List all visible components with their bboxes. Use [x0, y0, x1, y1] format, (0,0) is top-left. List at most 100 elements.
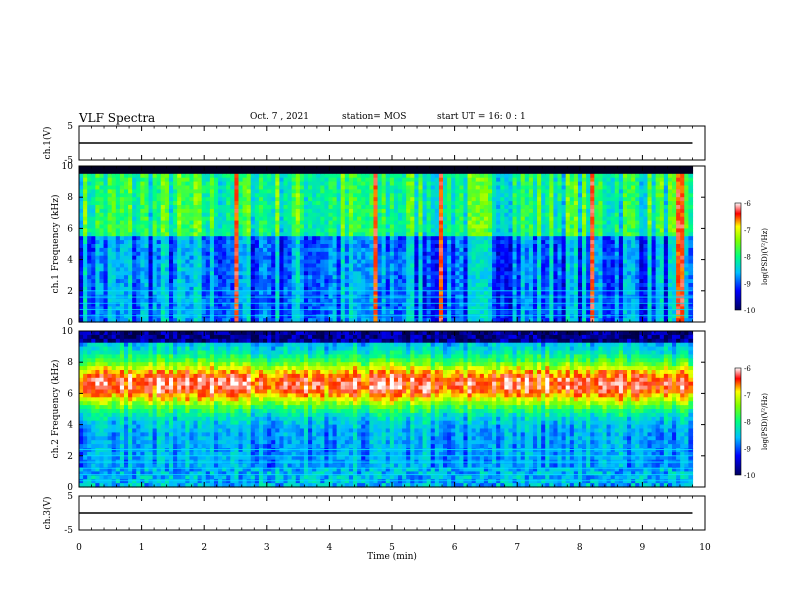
- spectrogram-cell: [508, 298, 514, 304]
- spectrogram-cell: [218, 236, 223, 241]
- spectrogram-cell: [144, 263, 150, 268]
- spectrogram-cell: [99, 189, 105, 194]
- spectrogram-cell: [545, 197, 550, 202]
- spectrogram-cell: [222, 228, 227, 233]
- spectrogram-cell: [467, 166, 473, 171]
- spectrogram-cell: [238, 224, 244, 229]
- spectrogram-cell: [353, 181, 358, 187]
- spectrogram-cell: [226, 263, 231, 268]
- spectrogram-cell: [148, 212, 154, 218]
- spectrogram-cell: [373, 177, 379, 183]
- spectrogram-cell: [197, 189, 203, 194]
- spectrogram-cell: [361, 193, 366, 198]
- spectrogram-cell: [422, 236, 428, 241]
- spectrogram-cell: [263, 208, 268, 214]
- spectrogram-cell: [553, 263, 559, 268]
- spectrogram-cell: [271, 302, 276, 307]
- spectrogram-cell: [492, 240, 497, 245]
- spectrogram-cell: [410, 166, 415, 171]
- spectrogram-cell: [532, 318, 538, 323]
- spectrogram-cell: [524, 205, 530, 210]
- spectrogram-cell: [160, 318, 166, 323]
- spectrogram-cell: [406, 201, 411, 206]
- spectrogram-cell: [389, 181, 395, 187]
- spectrogram-cell: [475, 310, 481, 315]
- spectrogram-cell: [512, 173, 518, 179]
- spectrogram-cell: [201, 298, 207, 304]
- spectrogram-cell: [95, 236, 101, 241]
- spectrogram-cell: [406, 177, 411, 183]
- spectrogram-cell: [553, 224, 559, 229]
- spectrogram-cell: [312, 189, 317, 194]
- spectrogram-cell: [414, 232, 420, 237]
- spectrogram-cell: [565, 173, 571, 179]
- spectrogram-cell: [434, 310, 440, 315]
- spectrogram-cell: [291, 166, 297, 171]
- spectrogram-cell: [267, 271, 272, 276]
- spectrogram-cell: [516, 166, 522, 171]
- spectrogram-cell: [569, 302, 575, 307]
- spectrogram-cell: [332, 283, 338, 288]
- spectrogram-cell: [128, 279, 133, 284]
- spectrogram-cell: [95, 275, 101, 280]
- spectrogram-cell: [267, 314, 272, 319]
- spectrogram-cell: [111, 220, 117, 226]
- spectrogram-cell: [173, 255, 178, 261]
- spectrogram-cell: [569, 283, 575, 288]
- spectrogram-cell: [479, 271, 485, 276]
- spectrogram-cell: [234, 283, 240, 288]
- spectrogram-cell: [455, 220, 460, 226]
- spectrogram-cell: [291, 259, 297, 265]
- spectrogram-cell: [541, 298, 546, 304]
- spectrogram-cell: [410, 314, 415, 319]
- spectrogram-cell: [275, 259, 280, 265]
- spectrogram-cell: [230, 169, 236, 175]
- spectrogram-cell: [312, 232, 317, 237]
- spectrogram-cell: [242, 197, 248, 202]
- spectrogram-cell: [426, 216, 432, 222]
- spectrogram-cell: [410, 181, 415, 187]
- spectrogram-cell: [250, 220, 256, 226]
- spectrogram-cell: [181, 220, 186, 226]
- spectrogram-cell: [291, 212, 297, 218]
- spectrogram-cell: [459, 275, 465, 280]
- spectrogram-cell: [91, 240, 96, 245]
- spectrogram-cell: [393, 283, 399, 288]
- spectrogram-cell: [512, 259, 518, 265]
- spectrogram-cell: [537, 302, 542, 307]
- spectrogram-cell: [438, 318, 444, 323]
- spectrogram-cell: [467, 224, 473, 229]
- spectrogram-cell: [402, 201, 407, 206]
- spectrogram-cell: [475, 283, 481, 288]
- spectrogram-cell: [545, 298, 550, 304]
- spectrogram-cell: [524, 275, 530, 280]
- spectrogram-cell: [537, 298, 542, 304]
- spectrogram-cell: [492, 201, 497, 206]
- spectrogram-cell: [426, 212, 432, 218]
- spectrogram-cell: [332, 236, 338, 241]
- spectrogram-cell: [111, 173, 117, 179]
- spectrogram-cell: [500, 302, 505, 307]
- spectrogram-cell: [573, 286, 579, 292]
- spectrogram-cell: [303, 173, 309, 179]
- spectrogram-cell: [398, 181, 403, 187]
- spectrogram-cell: [373, 197, 379, 202]
- spectrogram-cell: [173, 290, 178, 296]
- spectrogram-cell: [479, 298, 485, 304]
- spectrogram-cell: [185, 255, 191, 261]
- spectrogram-cell: [164, 232, 170, 237]
- spectrogram-cell: [414, 298, 420, 304]
- spectrogram-cell: [283, 318, 289, 323]
- spectrogram-cell: [218, 185, 223, 190]
- spectrogram-cell: [95, 314, 101, 319]
- spectrogram-cell: [267, 259, 272, 265]
- spectrogram-cell: [156, 220, 162, 226]
- spectrogram-cell: [136, 228, 141, 233]
- spectrogram-cell: [258, 177, 264, 183]
- spectrogram-cell: [295, 267, 301, 272]
- spectrogram-cell: [119, 228, 125, 233]
- spectrogram-cell: [504, 318, 510, 323]
- spectrogram-cell: [348, 247, 354, 253]
- spectrogram-cell: [582, 267, 587, 272]
- spectrogram-cell: [99, 220, 105, 226]
